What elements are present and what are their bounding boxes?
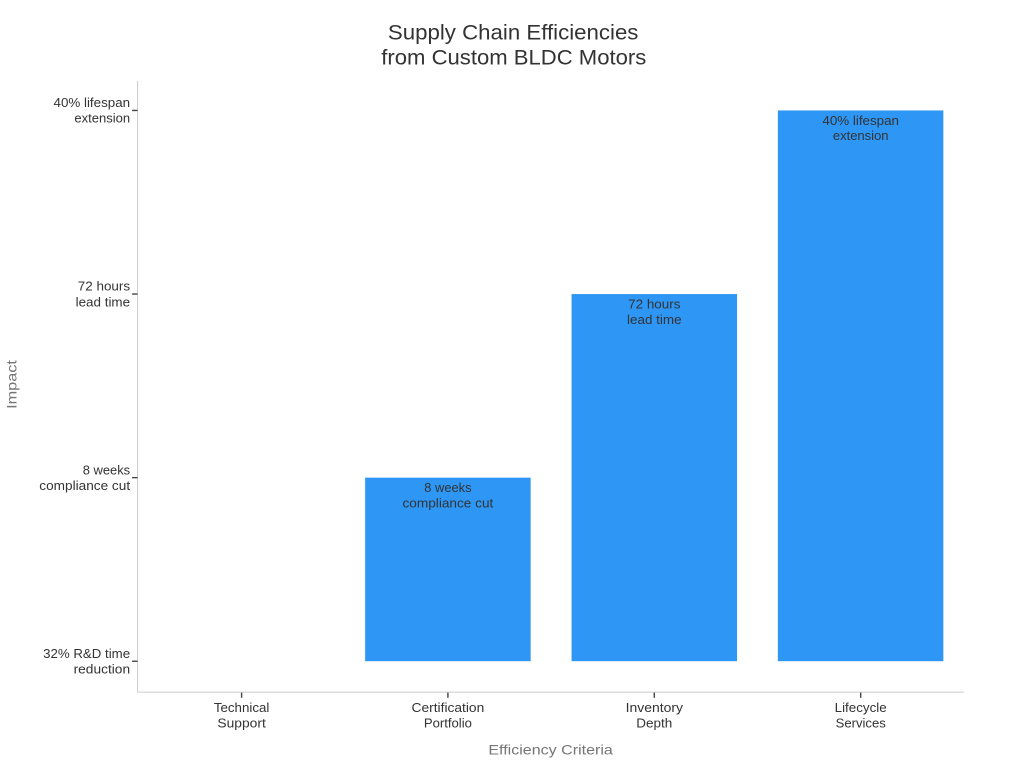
- svg-text:72 hours: 72 hours: [78, 280, 130, 294]
- svg-text:lead time: lead time: [627, 313, 682, 327]
- svg-text:Depth: Depth: [636, 717, 672, 731]
- svg-text:8 weeks: 8 weeks: [424, 481, 471, 495]
- svg-text:compliance cut: compliance cut: [403, 496, 494, 510]
- svg-text:40% lifespan: 40% lifespan: [822, 114, 899, 128]
- svg-text:Lifecycle: Lifecycle: [835, 701, 887, 715]
- svg-text:72 hours: 72 hours: [628, 297, 680, 311]
- svg-text:reduction: reduction: [74, 662, 131, 676]
- svg-text:8 weeks: 8 weeks: [83, 463, 130, 477]
- svg-text:Certification: Certification: [412, 701, 485, 715]
- svg-text:Inventory: Inventory: [626, 701, 684, 715]
- svg-text:Efficiency Criteria: Efficiency Criteria: [488, 742, 613, 757]
- svg-text:from Custom BLDC Motors: from Custom BLDC Motors: [381, 46, 646, 69]
- svg-text:32% R&D time: 32% R&D time: [43, 647, 130, 661]
- svg-text:Supply Chain Efficiencies: Supply Chain Efficiencies: [388, 22, 639, 45]
- svg-text:40% lifespan: 40% lifespan: [54, 96, 131, 110]
- svg-text:Services: Services: [836, 717, 886, 731]
- svg-text:lead time: lead time: [76, 295, 131, 309]
- svg-text:Support: Support: [217, 717, 266, 731]
- svg-text:extension: extension: [833, 129, 889, 143]
- svg-text:extension: extension: [74, 112, 130, 126]
- svg-text:Portfolio: Portfolio: [424, 717, 472, 731]
- svg-text:Impact: Impact: [5, 360, 20, 409]
- svg-text:Technical: Technical: [214, 701, 270, 715]
- svg-text:compliance cut: compliance cut: [39, 479, 130, 493]
